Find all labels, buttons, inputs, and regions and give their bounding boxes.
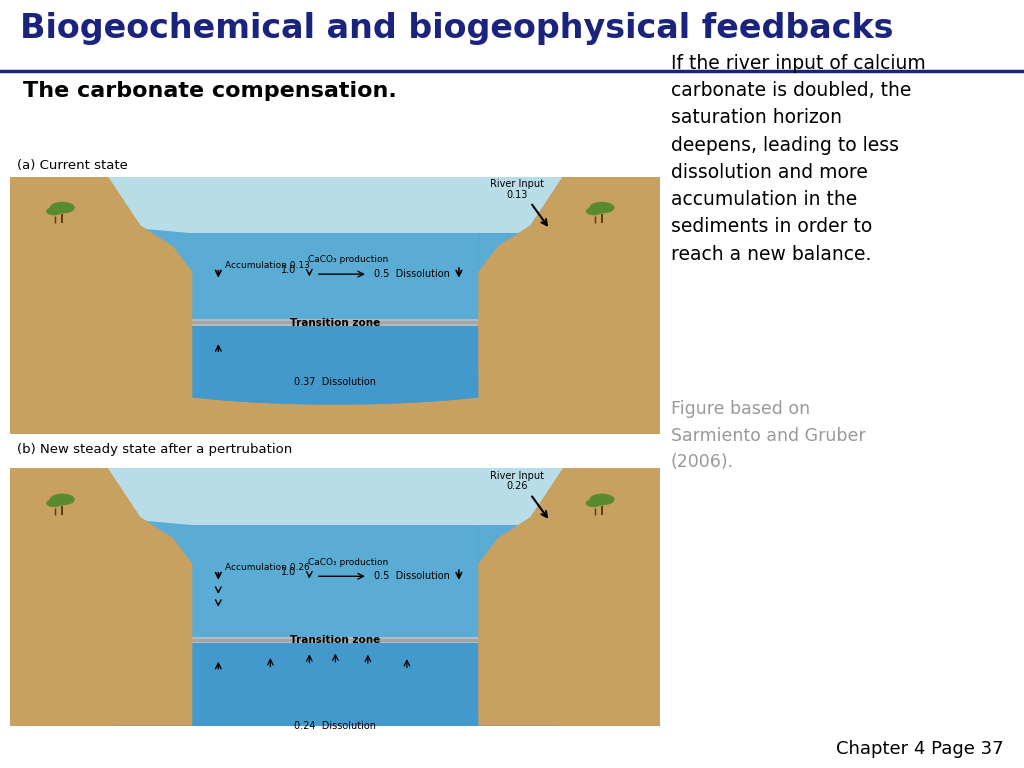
Text: 0.5  Dissolution: 0.5 Dissolution bbox=[375, 269, 451, 279]
Polygon shape bbox=[193, 525, 478, 637]
Text: River Input: River Input bbox=[490, 180, 545, 190]
Text: Accumulation 0.13: Accumulation 0.13 bbox=[225, 260, 309, 270]
Text: 0.24  Dissolution: 0.24 Dissolution bbox=[294, 720, 377, 730]
Polygon shape bbox=[193, 321, 478, 324]
Polygon shape bbox=[10, 177, 193, 434]
Polygon shape bbox=[10, 177, 193, 434]
Polygon shape bbox=[478, 177, 660, 434]
Ellipse shape bbox=[586, 499, 602, 507]
Text: Chapter 4 Page 37: Chapter 4 Page 37 bbox=[837, 740, 1004, 758]
Polygon shape bbox=[10, 468, 193, 726]
Polygon shape bbox=[10, 177, 193, 434]
Ellipse shape bbox=[590, 202, 614, 214]
Text: 0.5  Dissolution: 0.5 Dissolution bbox=[375, 571, 451, 581]
Polygon shape bbox=[478, 468, 660, 726]
Polygon shape bbox=[108, 372, 563, 434]
Polygon shape bbox=[108, 644, 563, 766]
Ellipse shape bbox=[586, 207, 602, 215]
Text: The carbonate compensation.: The carbonate compensation. bbox=[24, 81, 397, 101]
Polygon shape bbox=[193, 468, 478, 525]
Polygon shape bbox=[10, 468, 193, 726]
Polygon shape bbox=[108, 326, 563, 405]
Polygon shape bbox=[193, 319, 478, 326]
Text: 1.0: 1.0 bbox=[282, 568, 296, 578]
Polygon shape bbox=[193, 639, 478, 641]
Polygon shape bbox=[478, 468, 660, 726]
Text: Accumulation 0.26: Accumulation 0.26 bbox=[225, 563, 309, 571]
Ellipse shape bbox=[50, 494, 75, 505]
Text: River Input: River Input bbox=[490, 472, 545, 482]
Polygon shape bbox=[108, 226, 193, 319]
Text: 0.13: 0.13 bbox=[507, 190, 528, 200]
Text: 0.26: 0.26 bbox=[507, 482, 528, 492]
Ellipse shape bbox=[46, 207, 62, 215]
Polygon shape bbox=[478, 525, 563, 637]
Text: Transition zone: Transition zone bbox=[290, 635, 381, 645]
Text: (a) Current state: (a) Current state bbox=[16, 159, 128, 171]
Text: Biogeochemical and biogeophysical feedbacks: Biogeochemical and biogeophysical feedba… bbox=[20, 12, 894, 45]
Polygon shape bbox=[478, 177, 660, 434]
Polygon shape bbox=[10, 177, 154, 434]
Polygon shape bbox=[108, 716, 563, 766]
Text: CaCO₃ production: CaCO₃ production bbox=[308, 256, 388, 264]
Text: 0.37  Dissolution: 0.37 Dissolution bbox=[294, 377, 377, 387]
Text: (b) New steady state after a pertrubation: (b) New steady state after a pertrubatio… bbox=[16, 443, 292, 455]
Text: Transition zone: Transition zone bbox=[290, 318, 381, 328]
Polygon shape bbox=[193, 637, 478, 644]
Text: 1.0: 1.0 bbox=[282, 265, 296, 275]
Polygon shape bbox=[108, 518, 193, 637]
Polygon shape bbox=[478, 233, 563, 319]
Polygon shape bbox=[478, 177, 660, 434]
Polygon shape bbox=[193, 177, 478, 233]
Polygon shape bbox=[193, 233, 478, 319]
Ellipse shape bbox=[590, 494, 614, 505]
Polygon shape bbox=[10, 468, 154, 726]
Polygon shape bbox=[10, 468, 193, 726]
Bar bbox=[10, 233, 660, 434]
Polygon shape bbox=[478, 468, 660, 726]
Text: If the river input of calcium
carbonate is doubled, the
saturation horizon
deepe: If the river input of calcium carbonate … bbox=[671, 54, 926, 263]
Bar bbox=[10, 525, 660, 726]
Text: CaCO₃ production: CaCO₃ production bbox=[308, 558, 388, 567]
Text: Figure based on
Sarmiento and Gruber
(2006).: Figure based on Sarmiento and Gruber (20… bbox=[671, 400, 865, 471]
Ellipse shape bbox=[46, 499, 62, 507]
Ellipse shape bbox=[50, 202, 75, 214]
